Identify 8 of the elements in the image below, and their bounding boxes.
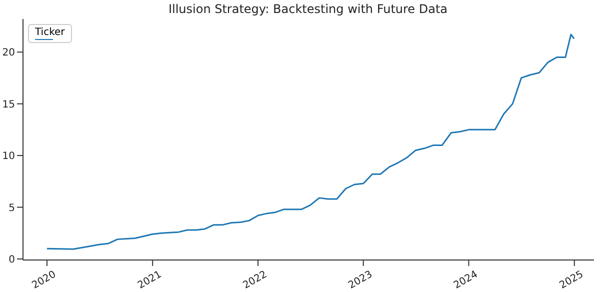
chart-title: Illusion Strategy: Backtesting with Future Data [167,2,449,16]
y-tick-label: 0 [8,254,15,266]
y-tick-label: 15 [2,99,15,110]
y-tick-label: 5 [8,202,15,214]
y-tick-label: 20 [2,48,15,59]
line-series [46,34,575,250]
legend-title: Ticker [35,27,65,38]
y-tick-label: 10 [2,151,15,162]
